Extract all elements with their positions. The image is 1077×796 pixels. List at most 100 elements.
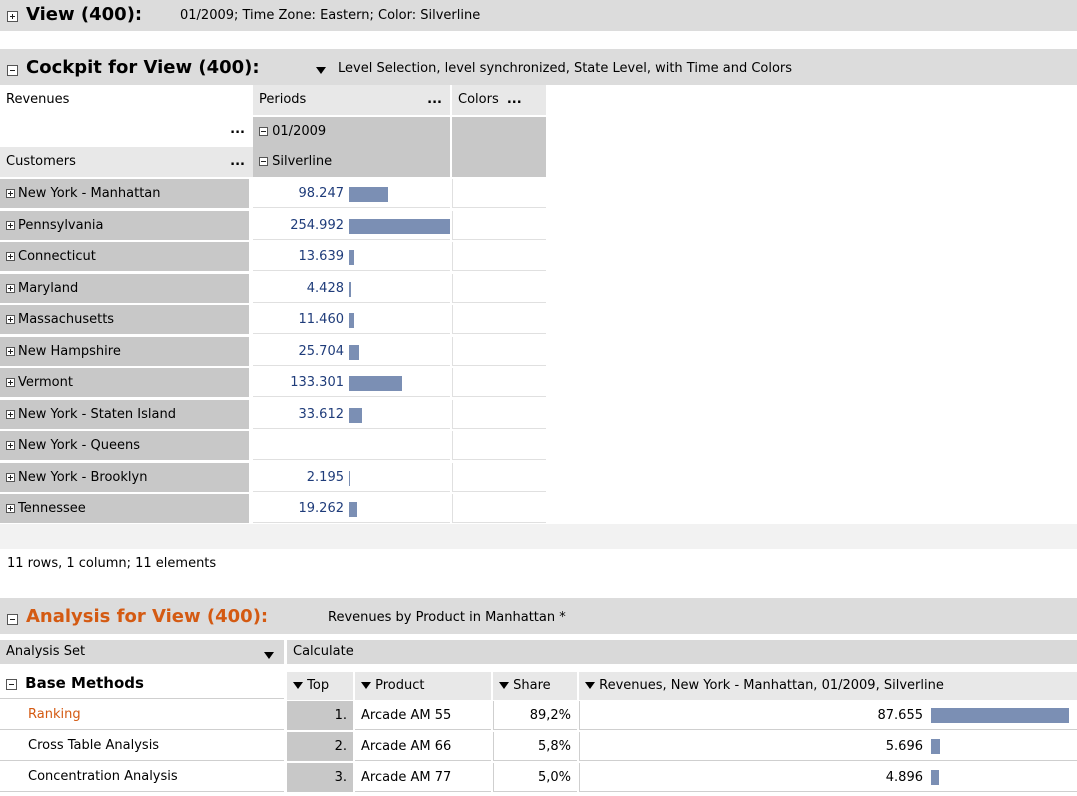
customers-ellipsis[interactable]: ... bbox=[230, 154, 245, 169]
customer-expand-icon[interactable] bbox=[6, 220, 15, 230]
measure-ellipsis[interactable]: ... bbox=[230, 122, 245, 137]
customer-row-label[interactable]: Maryland bbox=[0, 273, 249, 303]
rank-cell[interactable]: 2. bbox=[287, 732, 353, 761]
col-share-label: Share bbox=[513, 678, 551, 693]
revenue-value: 2.195 bbox=[306, 469, 344, 485]
customer-row-label[interactable]: Massachusetts bbox=[0, 305, 249, 334]
colors-header[interactable]: Colors ... bbox=[452, 85, 546, 115]
analysis-revenue-cell[interactable]: 4.896 bbox=[579, 763, 1077, 792]
revenue-cell[interactable]: 2.195 bbox=[253, 463, 450, 492]
customer-expand-icon[interactable] bbox=[6, 504, 15, 513]
period-cell[interactable]: 01/2009 bbox=[253, 117, 450, 147]
colors-cell bbox=[452, 368, 546, 397]
share-cell[interactable]: 5,8% bbox=[493, 732, 577, 761]
revenue-cell[interactable]: 13.639 bbox=[253, 242, 450, 271]
base-methods-group[interactable]: Base Methods bbox=[0, 667, 284, 699]
analysis-set-select[interactable]: Analysis Set bbox=[0, 640, 284, 664]
calculate-button[interactable]: Calculate bbox=[287, 640, 1077, 664]
revenue-cell[interactable] bbox=[253, 431, 450, 460]
revenue-cell[interactable]: 133.301 bbox=[253, 368, 450, 397]
col-product-sort-icon[interactable] bbox=[361, 682, 371, 689]
method-cross-table-analysis[interactable]: Cross Table Analysis bbox=[0, 730, 284, 761]
measure-cell[interactable]: Revenues ... bbox=[0, 85, 253, 147]
period-collapse-icon[interactable] bbox=[259, 127, 268, 136]
method-concentration-analysis[interactable]: Concentration Analysis bbox=[0, 761, 284, 792]
analysis-revenue-value: 5.696 bbox=[885, 739, 923, 754]
customers-header[interactable]: Customers ... bbox=[0, 147, 253, 177]
customer-row-label[interactable]: New York - Queens bbox=[0, 431, 249, 460]
revenue-cell[interactable]: 25.704 bbox=[253, 337, 450, 366]
colors-label: Colors bbox=[458, 92, 499, 107]
customer-row-label[interactable]: New York - Brooklyn bbox=[0, 462, 249, 492]
methods-list: Base Methods Ranking Cross Table Analysi… bbox=[0, 667, 284, 795]
periods-ellipsis[interactable]: ... bbox=[427, 92, 442, 107]
rank-cell[interactable]: 3. bbox=[287, 763, 353, 792]
col-top-sort-icon[interactable] bbox=[293, 682, 303, 689]
customer-expand-icon[interactable] bbox=[6, 409, 15, 419]
share-cell[interactable]: 5,0% bbox=[493, 763, 577, 792]
customer-row-label[interactable]: Tennessee bbox=[0, 494, 249, 523]
revenue-cell[interactable]: 19.262 bbox=[253, 494, 450, 523]
col-share-sort-icon[interactable] bbox=[499, 682, 509, 689]
analysis-table-header: Top Product Share Revenues, New York - M… bbox=[287, 672, 1077, 700]
col-share-header[interactable]: Share bbox=[493, 672, 577, 700]
analysis-revenue-cell[interactable]: 5.696 bbox=[579, 732, 1077, 761]
analysis-collapse-icon[interactable] bbox=[7, 612, 18, 627]
revenue-bar bbox=[349, 281, 351, 297]
customer-row-label[interactable]: New York - Staten Island bbox=[0, 399, 249, 429]
revenue-cell[interactable]: 98.247 bbox=[253, 179, 450, 208]
analysis-revenue-value: 87.655 bbox=[877, 708, 924, 723]
revenue-bar bbox=[349, 502, 357, 517]
customer-row-label[interactable]: Connecticut bbox=[0, 242, 249, 271]
customer-expand-icon[interactable] bbox=[6, 315, 15, 324]
revenue-cell[interactable]: 33.612 bbox=[253, 400, 450, 429]
color-collapse-icon[interactable] bbox=[259, 157, 268, 166]
customer-row-label[interactable]: Pennsylvania bbox=[0, 210, 249, 240]
view-expand-icon[interactable] bbox=[7, 9, 18, 24]
customer-expand-icon[interactable] bbox=[6, 378, 15, 387]
revenue-value: 133.301 bbox=[290, 375, 344, 390]
product-cell[interactable]: Arcade AM 55 bbox=[355, 701, 491, 730]
base-methods-collapse-icon[interactable] bbox=[6, 679, 17, 690]
period-value: 01/2009 bbox=[272, 124, 327, 139]
customer-row-label[interactable]: New Hampshire bbox=[0, 336, 249, 366]
periods-header[interactable]: Periods ... bbox=[253, 85, 450, 115]
colors-ellipsis[interactable]: ... bbox=[506, 92, 522, 107]
product-cell[interactable]: Arcade AM 66 bbox=[355, 732, 491, 761]
col-revenues-sort-icon[interactable] bbox=[585, 682, 595, 689]
revenue-value: 4.428 bbox=[306, 280, 344, 296]
customer-expand-icon[interactable] bbox=[6, 252, 15, 261]
customer-row-label[interactable]: New York - Manhattan bbox=[0, 179, 249, 208]
method-ranking[interactable]: Ranking bbox=[0, 699, 284, 730]
colors-cell bbox=[452, 305, 546, 334]
revenue-cell[interactable]: 4.428 bbox=[253, 274, 450, 303]
col-revenues-header[interactable]: Revenues, New York - Manhattan, 01/2009,… bbox=[579, 672, 1077, 700]
customer-row-label[interactable]: Vermont bbox=[0, 368, 249, 397]
customer-expand-icon[interactable] bbox=[6, 283, 15, 293]
cockpit-info: Level Selection, level synchronized, Sta… bbox=[338, 61, 793, 76]
cockpit-collapse-icon[interactable] bbox=[7, 63, 18, 78]
view-header: View (400): 01/2009; Time Zone: Eastern;… bbox=[0, 0, 1077, 31]
customer-name: Vermont bbox=[18, 375, 73, 390]
cockpit-dropdown-icon[interactable] bbox=[316, 63, 326, 78]
share-cell[interactable]: 89,2% bbox=[493, 701, 577, 730]
customer-name: New York - Staten Island bbox=[18, 406, 176, 422]
customer-expand-icon[interactable] bbox=[6, 441, 15, 450]
analysis-revenue-cell[interactable]: 87.655 bbox=[579, 701, 1077, 730]
analysis-revenue-bar bbox=[931, 739, 940, 754]
revenue-cell[interactable]: 254.992 bbox=[253, 211, 450, 240]
rank-cell[interactable]: 1. bbox=[287, 701, 353, 730]
col-top-header[interactable]: Top bbox=[287, 672, 353, 700]
colors-cell bbox=[452, 336, 546, 366]
customer-expand-icon[interactable] bbox=[6, 346, 15, 356]
customer-expand-icon[interactable] bbox=[6, 472, 15, 482]
product-cell[interactable]: Arcade AM 77 bbox=[355, 763, 491, 792]
customer-expand-icon[interactable] bbox=[6, 189, 15, 198]
colors-cell bbox=[452, 273, 546, 303]
color-cell[interactable]: Silverline bbox=[253, 147, 450, 177]
col-product-header[interactable]: Product bbox=[355, 672, 491, 700]
revenue-cell[interactable]: 11.460 bbox=[253, 305, 450, 334]
analysis-set-dropdown-icon[interactable] bbox=[264, 644, 274, 664]
analysis-revenue-bar bbox=[931, 770, 939, 785]
base-methods-label: Base Methods bbox=[25, 674, 144, 692]
